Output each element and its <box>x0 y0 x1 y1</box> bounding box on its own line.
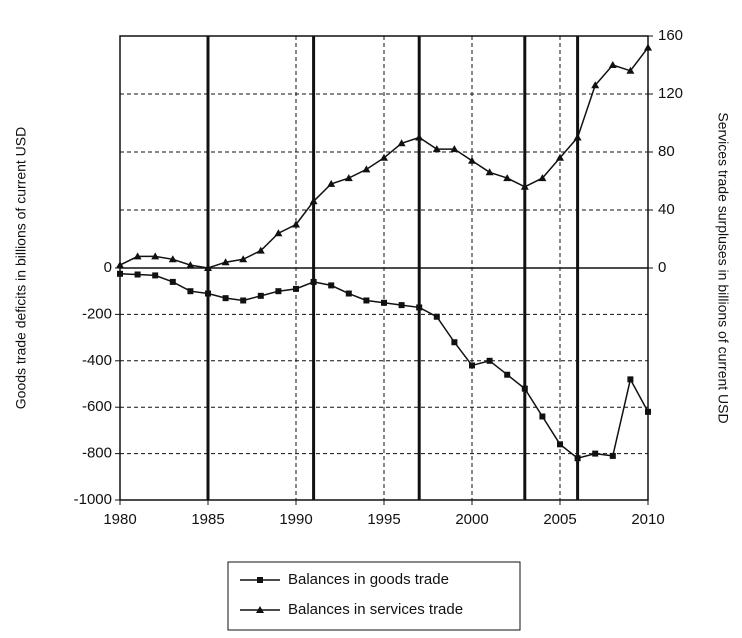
marker <box>380 153 388 161</box>
marker <box>415 133 424 141</box>
marker <box>205 290 211 297</box>
marker <box>256 246 265 254</box>
legend-label: Balances in services trade <box>288 601 463 618</box>
x-tick-label: 1980 <box>103 511 136 528</box>
y-tick-label: -200 <box>82 305 112 322</box>
legend-box <box>227 561 521 631</box>
y-tick-label: -800 <box>82 445 112 462</box>
marker <box>504 371 511 378</box>
marker <box>328 282 335 289</box>
marker <box>433 313 440 320</box>
marker <box>186 261 195 269</box>
marker <box>117 270 123 277</box>
marker <box>293 285 299 292</box>
y2-axis-title: Services trade surpluses in billions of … <box>715 112 731 423</box>
marker <box>486 357 493 364</box>
marker <box>539 413 546 420</box>
marker <box>275 288 282 295</box>
marker <box>468 156 476 164</box>
x-tick-label: 1985 <box>191 511 224 528</box>
y2-tick-label: 160 <box>658 27 683 44</box>
marker <box>168 255 177 263</box>
y2-tick-label: 0 <box>658 259 666 276</box>
y-tick-label: -400 <box>82 352 112 369</box>
marker <box>256 606 264 613</box>
marker <box>239 255 248 263</box>
marker <box>344 174 353 182</box>
marker <box>416 304 423 311</box>
x-tick-label: 1990 <box>279 511 312 528</box>
marker <box>592 450 599 457</box>
x-tick-label: 2000 <box>455 511 488 528</box>
marker <box>169 278 176 285</box>
marker <box>591 81 600 89</box>
marker <box>432 145 441 153</box>
y2-tick-label: 40 <box>658 201 675 218</box>
marker <box>608 61 617 68</box>
marker <box>398 302 405 309</box>
marker <box>557 441 563 448</box>
x-tick-label: 2005 <box>543 511 576 528</box>
marker <box>520 182 529 190</box>
marker <box>152 272 159 279</box>
y-axis-title: Goods trade deficits in billions of curr… <box>13 127 29 409</box>
marker <box>451 339 458 346</box>
marker <box>645 408 651 415</box>
y2-tick-label: 120 <box>658 85 683 102</box>
marker <box>397 139 406 147</box>
marker <box>345 290 352 297</box>
marker <box>274 229 283 237</box>
marker <box>381 299 387 306</box>
x-tick-label: 1995 <box>367 511 400 528</box>
marker <box>151 252 160 260</box>
y-tick-label: 0 <box>104 259 112 276</box>
marker <box>450 145 459 153</box>
y-tick-label: -1000 <box>74 491 112 508</box>
marker <box>116 261 124 269</box>
marker <box>574 455 581 462</box>
x-tick-label: 2010 <box>631 511 664 528</box>
marker <box>134 271 141 278</box>
marker <box>292 220 300 228</box>
marker <box>257 577 263 583</box>
marker <box>257 292 264 299</box>
marker <box>310 278 317 285</box>
marker <box>573 133 582 141</box>
marker <box>627 376 634 383</box>
marker <box>362 165 371 173</box>
marker <box>309 197 318 205</box>
marker <box>240 297 247 304</box>
y-tick-label: -600 <box>82 398 112 415</box>
marker <box>609 452 616 459</box>
legend-label: Balances in goods trade <box>288 571 449 588</box>
marker <box>538 174 547 182</box>
y2-tick-label: 80 <box>658 143 675 160</box>
marker <box>469 362 475 369</box>
marker <box>503 174 512 182</box>
marker <box>222 295 229 302</box>
marker <box>187 288 194 295</box>
marker <box>204 264 212 271</box>
marker <box>556 153 564 161</box>
marker <box>221 258 230 266</box>
marker <box>485 168 494 176</box>
marker <box>327 179 336 187</box>
marker <box>133 252 142 260</box>
marker <box>644 43 652 51</box>
marker <box>626 66 635 74</box>
marker <box>363 297 370 304</box>
marker <box>521 385 528 392</box>
